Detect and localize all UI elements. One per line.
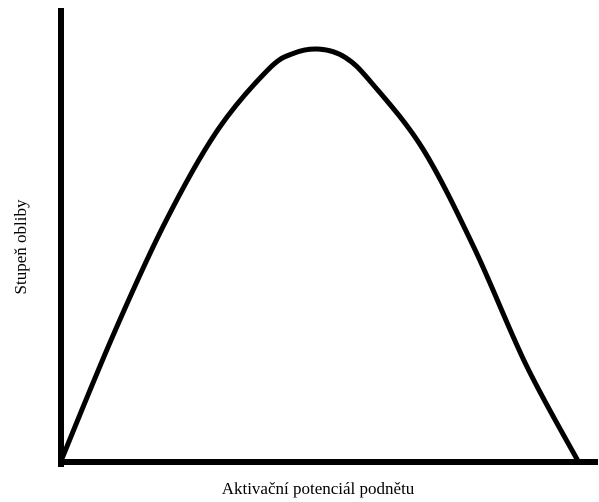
series-group bbox=[58, 46, 581, 464]
y-axis-label: Stupeň obliby bbox=[11, 199, 30, 294]
series-line-0 bbox=[58, 46, 581, 464]
x-axis-label: Aktivační potenciál podnětu bbox=[222, 479, 415, 498]
plot-area bbox=[58, 8, 598, 467]
